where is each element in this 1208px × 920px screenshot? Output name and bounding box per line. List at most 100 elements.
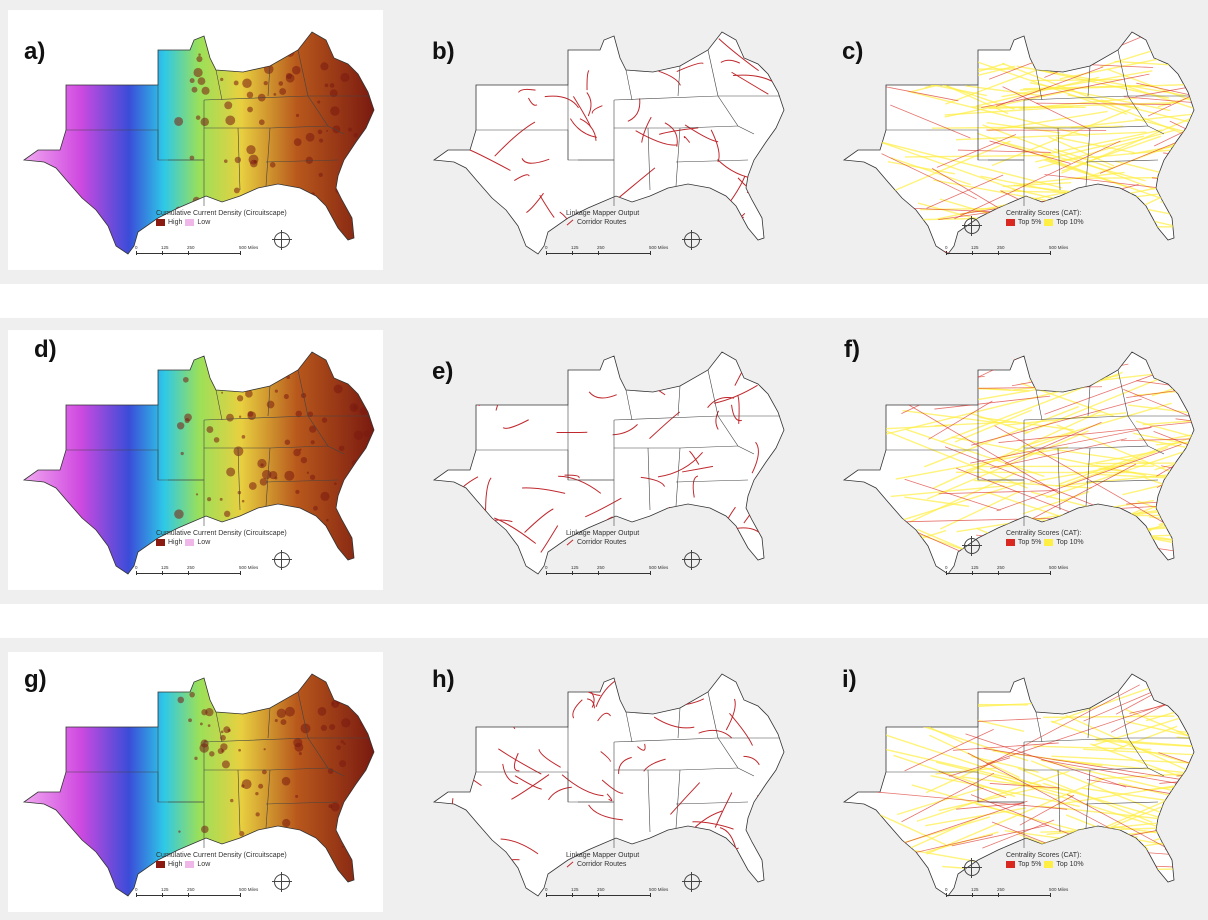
scale-tick (572, 251, 573, 255)
scale-tick-label: 500 Miles (1049, 565, 1069, 570)
map-panel-g: g) Cumulative Current Density (Circuitsca… (8, 652, 383, 912)
legend-title: Centrality Scores (CAT): (1006, 852, 1082, 859)
scale-tick-label: 0 (135, 245, 138, 250)
scale-tick-label: 250 (997, 887, 1005, 892)
scale-bar: 0 125 250 500 Miles (545, 887, 668, 899)
scale-tick-label: 500 Miles (649, 565, 669, 570)
scale-tick-label: 0 (945, 245, 948, 250)
scale-tick (572, 893, 573, 897)
scale-tick (650, 571, 651, 575)
land-area (22, 351, 375, 575)
map-panel-h: h) Linkage Mapper Output Corridor Routes 0 1… (418, 652, 793, 912)
map-panel-f: f) Centrality Scores (CAT): Top 5% Top 10% 0… (828, 330, 1203, 590)
scale-tick-label: 500 Miles (649, 245, 669, 250)
scale-tick (598, 571, 599, 575)
scale-tick-label: 125 (571, 245, 579, 250)
legend-top5-label: Top 5% (1018, 861, 1042, 868)
legend-low-swatch (185, 861, 195, 868)
scale-tick (546, 571, 547, 575)
corridor-route-symbol (566, 861, 574, 868)
north-arrow-compass-icon (272, 872, 292, 892)
legend-low-label: Low (197, 219, 211, 226)
legend-title: Linkage Mapper Output (566, 210, 640, 217)
scale-tick (650, 251, 651, 255)
legend-title: Linkage Mapper Output (566, 852, 640, 859)
scale-tick-label: 250 (997, 565, 1005, 570)
scale-tick-label: 250 (597, 245, 605, 250)
legend-top5-label: Top 5% (1018, 539, 1042, 546)
scale-tick (188, 251, 189, 255)
scale-tick (598, 893, 599, 897)
map-panel-a: a) Cumulative Current Density (Circuitsca… (8, 10, 383, 270)
legend-top10-swatch (1044, 219, 1054, 226)
north-arrow-compass-icon (962, 536, 982, 556)
legend-high-swatch (156, 861, 165, 868)
legend-title: Centrality Scores (CAT): (1006, 530, 1082, 537)
legend-high-swatch (156, 219, 165, 226)
scale-tick (1050, 571, 1051, 575)
scale-tick (188, 893, 189, 897)
region-map (22, 673, 375, 897)
scale-tick-label: 250 (997, 245, 1005, 250)
map-panel-b: b) Linkage Mapper Output Corridor Routes 0 1… (418, 10, 793, 270)
scale-bar: 0 125 250 500 Miles (945, 565, 1068, 577)
scale-tick-label: 125 (971, 887, 979, 892)
scale-tick-label: 250 (597, 565, 605, 570)
legend-low-swatch (185, 539, 195, 546)
region-map (842, 673, 1195, 897)
map-legend: Centrality Scores (CAT): Top 5% Top 10% (1006, 530, 1084, 546)
legend-top5-swatch (1006, 219, 1015, 226)
scale-tick-label: 250 (187, 887, 195, 892)
scale-tick (972, 893, 973, 897)
land-area (432, 31, 785, 255)
scale-bar: 0 125 250 500 Miles (945, 245, 1068, 257)
scale-tick-label: 0 (945, 565, 948, 570)
region-map (22, 31, 375, 255)
north-arrow-compass-icon (682, 550, 702, 570)
map-legend: Linkage Mapper Output Corridor Routes (566, 210, 639, 226)
scale-tick-label: 500 Miles (649, 887, 669, 892)
scale-tick-label: 0 (945, 887, 948, 892)
scale-tick-label: 0 (545, 887, 548, 892)
region-map (432, 673, 785, 897)
map-panel-d: d) Cumulative Current Density (Circuitsca… (8, 330, 383, 590)
scale-tick (162, 571, 163, 575)
scale-tick-label: 0 (545, 245, 548, 250)
legend-top5-label: Top 5% (1018, 219, 1042, 226)
map-legend: Centrality Scores (CAT): Top 5% Top 10% (1006, 210, 1084, 226)
scale-tick-label: 500 Miles (1049, 245, 1069, 250)
map-legend: Cumulative Current Density (Circuitscape… (156, 530, 287, 546)
scale-tick-label: 0 (545, 565, 548, 570)
legend-high-swatch (156, 539, 165, 546)
legend-high-label: High (168, 861, 183, 868)
scale-bar: 0 125 250 500 Miles (135, 565, 258, 577)
scale-tick (240, 571, 241, 575)
land-area (22, 673, 375, 897)
scale-tick-label: 125 (571, 887, 579, 892)
scale-tick-label: 250 (597, 887, 605, 892)
legend-title: Cumulative Current Density (Circuitscape… (156, 210, 287, 217)
scale-tick (162, 251, 163, 255)
legend-corridor-label: Corridor Routes (577, 861, 627, 868)
map-panel-i: i) Centrality Scores (CAT): Top 5% Top 10% 0… (828, 652, 1203, 912)
corridor-route-symbol (566, 219, 574, 226)
panel-label: c) (842, 38, 864, 65)
scale-tick (650, 893, 651, 897)
scale-tick (572, 571, 573, 575)
panel-label: d) (34, 336, 57, 363)
map-legend: Linkage Mapper Output Corridor Routes (566, 530, 639, 546)
panel-label: b) (432, 38, 455, 65)
scale-tick-label: 500 Miles (1049, 887, 1069, 892)
scale-tick-label: 250 (187, 245, 195, 250)
scale-tick (188, 571, 189, 575)
panel-label: g) (24, 666, 47, 693)
region-map (432, 31, 785, 255)
map-legend: Cumulative Current Density (Circuitscape… (156, 210, 287, 226)
scale-tick-label: 0 (135, 887, 138, 892)
scale-bar: 0 125 250 500 Miles (135, 887, 258, 899)
legend-top10-swatch (1044, 861, 1054, 868)
scale-tick-label: 125 (971, 245, 979, 250)
map-panel-c: c) Centrality Scores (CAT): Top 5% Top 10% 0… (828, 10, 1203, 270)
map-legend: Cumulative Current Density (Circuitscape… (156, 852, 287, 868)
legend-top10-label: Top 10% (1056, 539, 1084, 546)
